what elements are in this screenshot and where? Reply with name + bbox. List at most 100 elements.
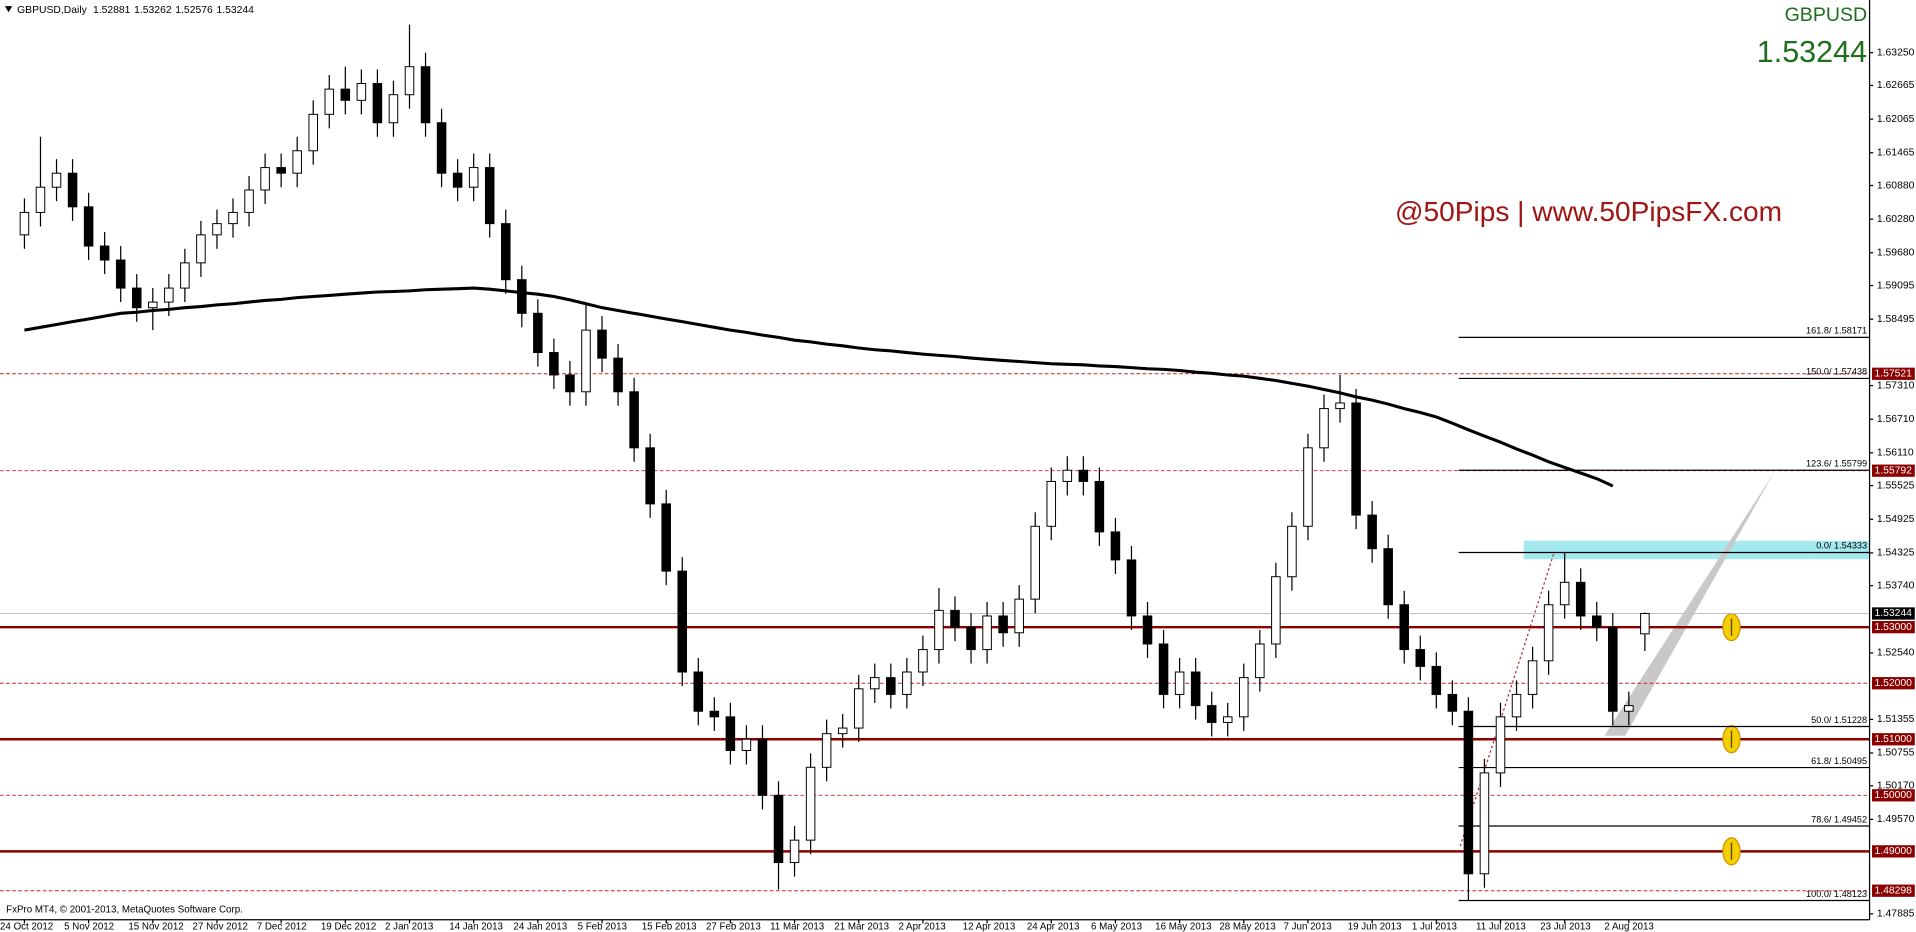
x-tick-label: 15 Feb 2013 — [642, 922, 697, 932]
level-label: 1.52000 — [1874, 678, 1912, 689]
level-tag — [1872, 733, 1915, 746]
bear-candle-body — [1078, 469, 1089, 482]
bear-candle-body — [533, 312, 543, 354]
x-tick-label: 21 Mar 2013 — [834, 922, 889, 932]
bull-candle-body — [1559, 581, 1570, 606]
level-label: 1.49000 — [1874, 846, 1912, 857]
level-label: 1.55792 — [1874, 465, 1912, 476]
bull-candle-body — [244, 189, 254, 213]
y-tick-label: 1.59095 — [1877, 280, 1915, 291]
bull-candle-body — [228, 211, 238, 225]
x-tick-label: 11 Mar 2013 — [770, 922, 825, 932]
y-tick-label: 1.54325 — [1877, 548, 1915, 559]
moving-average — [24, 286, 1614, 488]
bull-candle-body — [821, 733, 832, 768]
bear-candle-body — [99, 245, 110, 261]
bear-candle-body — [131, 287, 142, 309]
level-tag — [1872, 884, 1915, 897]
bear-candle-body — [83, 206, 94, 247]
y-tick-label: 1.60880 — [1877, 180, 1915, 191]
bull-candle-body — [468, 167, 479, 188]
bull-candle-body — [805, 766, 816, 841]
last-price: 1.53244 — [1757, 35, 1867, 69]
projection-wedge — [1604, 472, 1775, 736]
bear-candle-body — [436, 122, 447, 174]
y-tick-label: 1.57310 — [1877, 380, 1915, 391]
level-tag — [1872, 367, 1915, 380]
y-tick-label: 1.52540 — [1877, 648, 1915, 659]
symbol: GBPUSD — [1785, 4, 1868, 26]
y-tick-label: 1.50755 — [1877, 748, 1915, 759]
bull-candle-body — [212, 223, 222, 236]
bear-candle-body — [966, 626, 976, 651]
x-tick-label: 24 Jan 2013 — [513, 922, 567, 932]
x-tick-label: 6 May 2013 — [1091, 922, 1143, 932]
bull-candle-body — [51, 172, 62, 188]
x-tick-label: 24 Apr 2013 — [1027, 922, 1080, 932]
bear-candle-body — [950, 609, 960, 628]
bull-candle-body — [148, 301, 158, 309]
bull-candle-body — [292, 150, 302, 174]
bull-candle-body — [1495, 716, 1506, 774]
bear-candle-body — [677, 570, 688, 673]
x-tick-label: 7 Jun 2013 — [1284, 922, 1333, 932]
bear-candle-body — [1415, 649, 1426, 667]
y-tick-label: 1.60280 — [1877, 214, 1915, 225]
bull-candle-body — [260, 167, 270, 191]
bear-candle-body — [1575, 581, 1586, 617]
bull-candle-body — [1479, 772, 1490, 875]
fib-label: 78.6/ 1.49452 — [1811, 814, 1867, 824]
bear-candle-body — [340, 88, 351, 101]
bull-candle-body — [1511, 693, 1522, 718]
plot-area: 161.8/ 1.58171 150.0/ 1.57438 123.6/ 1.557… — [0, 24, 1870, 902]
bull-candle-body — [180, 262, 190, 289]
bear-candle-body — [773, 794, 784, 864]
high-value: 1.53262 — [134, 5, 172, 16]
x-tick-label: 15 Nov 2012 — [128, 922, 183, 932]
x-tick-label: 2 Apr 2013 — [898, 922, 946, 932]
bear-candle-body — [597, 329, 607, 359]
bull-candle-body — [1624, 705, 1634, 712]
bull-candle-body — [902, 671, 912, 695]
bull-candle-body — [356, 83, 367, 101]
fib-label: 100.0/ 1.48123 — [1806, 889, 1867, 899]
bear-candle-body — [276, 167, 286, 174]
bear-candle-body — [886, 677, 896, 695]
y-tick-label: 1.58495 — [1877, 314, 1915, 325]
level-tag — [1872, 845, 1915, 858]
bear-candle-body — [1447, 693, 1458, 712]
bull-candle-body — [324, 88, 335, 115]
bear-candle-body — [1206, 705, 1217, 723]
fib-label: 61.8/ 1.50495 — [1811, 756, 1867, 766]
bull-candle-body — [1319, 408, 1329, 449]
bear-candle-body — [1431, 665, 1442, 695]
x-tick-label: 2 Jan 2013 — [385, 922, 434, 932]
bull-candle-body — [1640, 613, 1650, 635]
x-tick-label: 14 Jan 2013 — [449, 922, 503, 932]
bear-candle-body — [629, 391, 639, 449]
bear-candle-body — [1591, 615, 1602, 628]
bear-candle-body — [757, 738, 768, 796]
y-tick-label: 1.61465 — [1877, 147, 1915, 158]
bear-candle-body — [452, 172, 463, 188]
x-tick-label: 19 Dec 2012 — [321, 922, 376, 932]
x-tick-label: 5 Feb 2013 — [578, 922, 628, 932]
y-tick-label: 1.63250 — [1877, 47, 1915, 58]
bear-candle-body — [420, 66, 431, 124]
open-value: 1.52881 — [93, 5, 131, 16]
low-value: 1.52576 — [175, 5, 213, 16]
y-tick-label: 1.62665 — [1877, 80, 1915, 91]
level-label: 1.50000 — [1874, 790, 1912, 801]
copyright: FxPro MT4, © 2001-2013, MetaQuotes Softw… — [6, 905, 243, 916]
level-tag — [1872, 789, 1915, 802]
bear-candle-body — [1367, 514, 1377, 550]
bear-candle-body — [517, 279, 527, 314]
bull-candle-body — [1174, 671, 1185, 695]
close-value: 1.53244 — [216, 5, 254, 16]
bear-candle-body — [998, 615, 1008, 634]
bull-candle-body — [1222, 716, 1233, 723]
fib-label: 150.0/ 1.57438 — [1806, 367, 1867, 377]
level-label: 1.48298 — [1874, 885, 1912, 896]
bull-candle-body — [196, 234, 206, 264]
